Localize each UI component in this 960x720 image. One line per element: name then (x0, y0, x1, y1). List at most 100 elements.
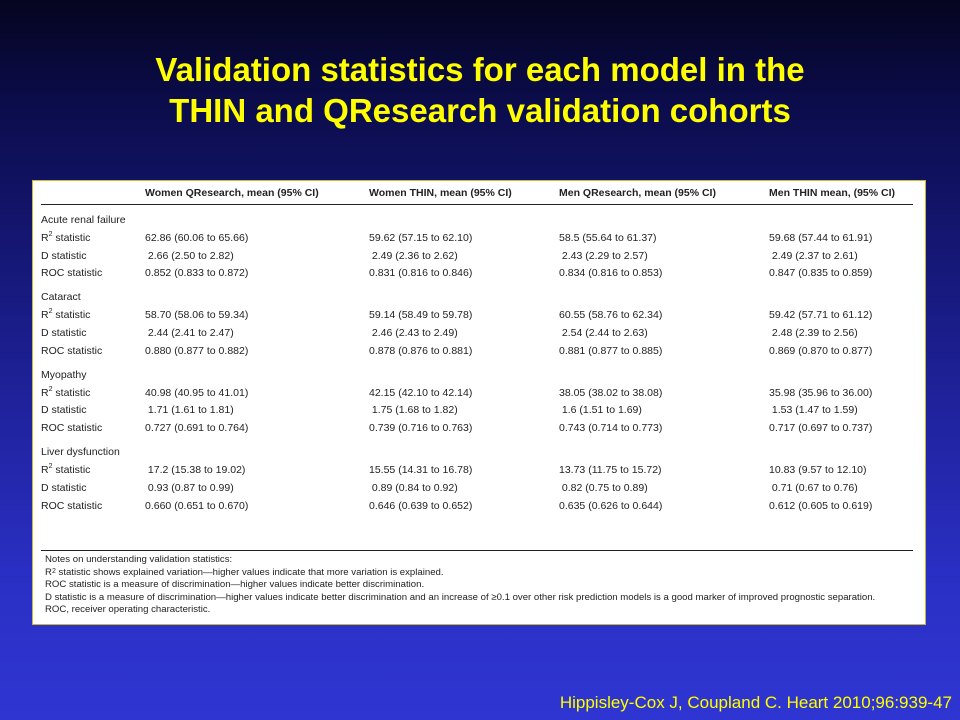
section-heading: Acute renal failure (41, 214, 126, 226)
table-row: ROC statistic 0.660 (0.651 to 0.670) 0.646… (41, 497, 913, 515)
value-cell: 13.73 (11.75 to 15.72) (559, 464, 662, 477)
value-cell: 0.880 (0.877 to 0.882) (145, 344, 249, 357)
value-cell: 15.55 (14.31 to 16.78) (369, 464, 473, 477)
column-header-label (41, 183, 145, 205)
table-notes: Notes on understanding validation statis… (45, 554, 917, 617)
value-cell: 0.834 (0.816 to 0.853) (559, 267, 663, 280)
row-label-text: ROC statistic (41, 499, 103, 512)
row-label-text: D statistic (41, 327, 87, 340)
table-row: D statistic 2.66 (2.50 to 2.82) 2.49 (2.… (41, 247, 913, 265)
notes-divider (41, 550, 913, 551)
section-heading-row: Liver dysfunction (41, 443, 913, 461)
value-cell: 0.71 (0.67 to 0.76) (769, 481, 858, 494)
table-row: ROC statistic 0.880 (0.877 to 0.882) 0.878… (41, 342, 913, 360)
column-header-men-thin: Men THIN mean, (95% CI) (769, 183, 913, 205)
row-label-text: R (41, 309, 49, 322)
row-label-superscript: 2 (48, 463, 53, 471)
value-cell: 2.46 (2.43 to 2.49) (369, 327, 458, 340)
value-cell: 2.49 (2.36 to 2.62) (369, 249, 458, 262)
notes-r2-sup: 2 (51, 567, 56, 575)
value-cell: 59.42 (57.71 to 61.12) (769, 309, 873, 322)
value-cell: 2.66 (2.50 to 2.82) (145, 249, 234, 262)
row-label-text: ROC statistic (41, 422, 103, 435)
value-cell: 0.717 (0.697 to 0.737) (769, 422, 873, 435)
row-label-text: D statistic (41, 249, 87, 262)
row-label-text: ROC statistic (41, 344, 103, 357)
row-label: R2 statistic (41, 461, 145, 479)
value-cell: 0.831 (0.816 to 0.846) (369, 267, 473, 280)
slide-title-line-1: Validation statistics for each model in … (155, 51, 805, 88)
table-row: D statistic 0.93 (0.87 to 0.99) 0.89 (0.… (41, 479, 913, 497)
row-label: R2 statistic (41, 306, 145, 324)
notes-r2-line: R2 statistic shows explained variation—h… (45, 567, 917, 580)
value-cell: 0.727 (0.691 to 0.764) (145, 422, 249, 435)
validation-table-panel: Women QResearch, mean (95% CI) Women THI… (32, 180, 926, 625)
row-label-text: R (41, 231, 49, 244)
value-cell: 38.05 (38.02 to 38.08) (559, 386, 663, 399)
value-cell: 17.2 (15.38 to 19.02) (145, 464, 246, 477)
value-cell: 59.62 (57.15 to 62.10) (369, 231, 473, 244)
column-header-men-qresearch: Men QResearch, mean (95% CI) (559, 183, 769, 205)
row-label-suffix: statistic (52, 309, 91, 322)
section-heading-row: Myopathy (41, 366, 913, 384)
row-label: R2 statistic (41, 384, 145, 402)
notes-r2-main: R (45, 566, 52, 578)
value-cell: 0.93 (0.87 to 0.99) (145, 481, 234, 494)
value-cell: 35.98 (35.96 to 36.00) (769, 386, 873, 399)
row-label-suffix: statistic (52, 464, 91, 477)
row-label-text: R (41, 386, 49, 399)
value-cell: 40.98 (40.95 to 41.01) (145, 386, 249, 399)
table-row: R2 statistic 40.98 (40.95 to 41.01) 42.15 … (41, 384, 913, 402)
value-cell: 59.68 (57.44 to 61.91) (769, 231, 873, 244)
value-cell: 42.15 (42.10 to 42.14) (369, 386, 473, 399)
value-cell: 0.847 (0.835 to 0.859) (769, 267, 873, 280)
validation-statistics-table: Women QResearch, mean (95% CI) Women THI… (41, 183, 913, 515)
value-cell: 2.48 (2.39 to 2.56) (769, 327, 858, 340)
value-cell: 0.635 (0.626 to 0.644) (559, 499, 663, 512)
value-cell: 59.14 (58.49 to 59.78) (369, 309, 473, 322)
value-cell: 0.878 (0.876 to 0.881) (369, 344, 473, 357)
notes-d-line: D statistic is a measure of discriminati… (45, 591, 876, 603)
value-cell: 0.646 (0.639 to 0.652) (369, 499, 473, 512)
section-heading: Cataract (41, 291, 81, 304)
value-cell: 2.44 (2.41 to 2.47) (145, 327, 234, 340)
row-label: D statistic (41, 324, 145, 342)
row-label-superscript: 2 (48, 230, 53, 238)
row-label-suffix: statistic (52, 231, 91, 244)
table-row: ROC statistic 0.727 (0.691 to 0.764) 0.739… (41, 419, 913, 437)
section-heading: Myopathy (41, 368, 87, 381)
value-cell: 10.83 (9.57 to 12.10) (769, 464, 867, 477)
table-row: R2 statistic 17.2 (15.38 to 19.02) 15.55 … (41, 461, 913, 479)
value-cell: 0.660 (0.651 to 0.670) (145, 499, 249, 512)
row-label: R2 statistic (41, 229, 145, 247)
table-header-row: Women QResearch, mean (95% CI) Women THI… (41, 183, 913, 205)
value-cell: 2.54 (2.44 to 2.63) (559, 327, 648, 340)
table-row: R2 statistic 58.70 (58.06 to 59.34) 59.14 … (41, 306, 913, 324)
value-cell: 0.739 (0.716 to 0.763) (369, 422, 473, 435)
row-label: D statistic (41, 247, 145, 265)
section-heading-row: Acute renal failure (41, 211, 913, 229)
row-label: D statistic (41, 479, 145, 497)
value-cell: 1.53 (1.47 to 1.59) (769, 404, 858, 417)
slide-title: Validation statistics for each model in … (0, 49, 960, 131)
row-label: ROC statistic (41, 342, 145, 360)
value-cell: 0.612 (0.605 to 0.619) (769, 499, 873, 512)
row-label: ROC statistic (41, 419, 145, 437)
value-cell: 1.6 (1.51 to 1.69) (559, 404, 642, 417)
row-label: ROC statistic (41, 265, 145, 283)
row-label-text: D statistic (41, 404, 87, 417)
notes-abbreviation-line: ROC, receiver operating characteristic. (45, 604, 211, 616)
value-cell: 0.89 (0.84 to 0.92) (369, 481, 458, 494)
value-cell: 0.869 (0.870 to 0.877) (769, 344, 873, 357)
slide-title-line-2: THIN and QResearch validation cohorts (169, 92, 791, 129)
section-heading-row: Cataract (41, 288, 913, 306)
table-row: ROC statistic 0.852 (0.833 to 0.872) 0.831… (41, 265, 913, 283)
row-label-superscript: 2 (48, 385, 53, 393)
value-cell: 2.49 (2.37 to 2.61) (769, 249, 858, 262)
row-label: ROC statistic (41, 497, 145, 515)
row-label-superscript: 2 (48, 308, 53, 316)
citation: Hippisley-Cox J, Coupland C. Heart 2010;… (559, 693, 952, 712)
column-header-women-qresearch: Women QResearch, mean (95% CI) (145, 183, 369, 205)
row-label-text: R (41, 464, 49, 477)
notes-heading: Notes on understanding validation statis… (45, 554, 233, 565)
